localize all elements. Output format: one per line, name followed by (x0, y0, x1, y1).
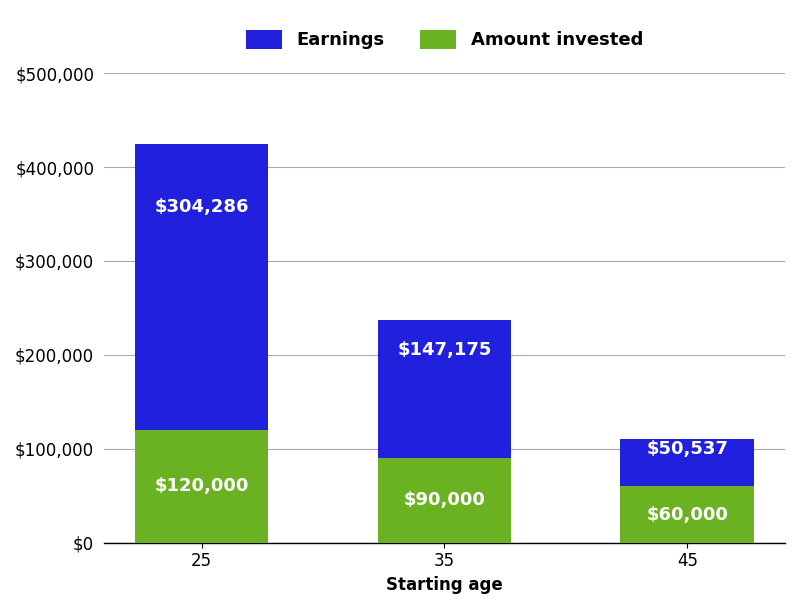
X-axis label: Starting age: Starting age (386, 576, 502, 594)
Text: $147,175: $147,175 (398, 342, 492, 359)
Bar (621, 487, 754, 543)
Bar (378, 458, 511, 543)
Bar (378, 320, 511, 458)
Bar (135, 144, 268, 430)
Text: $120,000: $120,000 (154, 477, 249, 495)
Text: $60,000: $60,000 (646, 505, 728, 524)
Text: $304,286: $304,286 (154, 198, 249, 216)
Text: $90,000: $90,000 (403, 491, 486, 510)
Bar (135, 430, 268, 543)
Bar (621, 439, 754, 487)
Text: $50,537: $50,537 (646, 440, 728, 459)
Legend: Earnings, Amount invested: Earnings, Amount invested (237, 21, 652, 58)
